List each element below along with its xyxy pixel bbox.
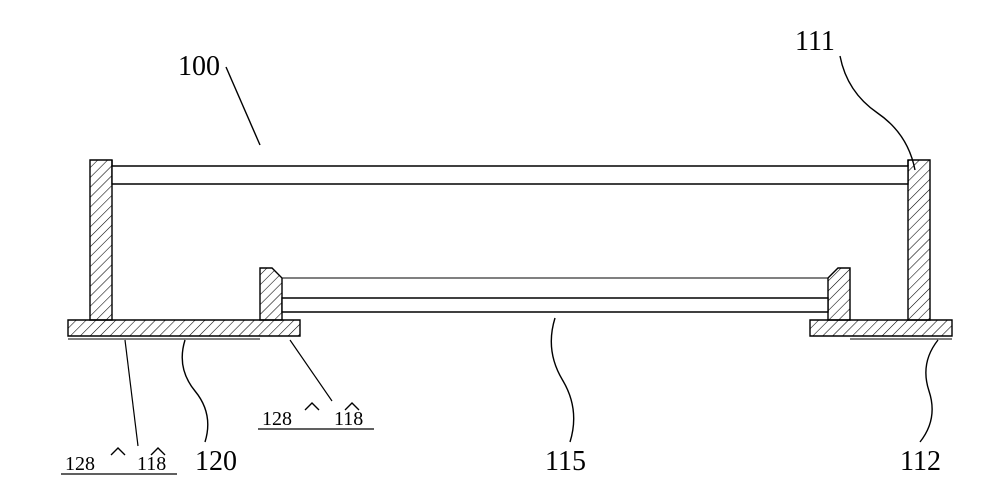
leader: [290, 340, 332, 401]
label-mid-128-118-118: 118: [334, 408, 363, 430]
label-mid-128-118-128: 128: [262, 408, 292, 430]
label-111: 111: [795, 26, 835, 57]
leader: [226, 67, 260, 145]
label-left-128-118-118: 118: [137, 453, 166, 475]
section-shapes: [68, 160, 952, 339]
leader-squiggle: [840, 56, 915, 170]
leader-lines: [61, 56, 938, 474]
cross-section-diagram: 100 111 112 115 120 128 118 128 118: [0, 0, 1000, 500]
inner-plate: [282, 298, 828, 312]
inner-right-wall: [828, 268, 850, 320]
label-120: 120: [195, 446, 237, 477]
caret-icon: [305, 403, 319, 410]
top-plate: [112, 166, 908, 184]
leader: [125, 340, 138, 446]
leader-squiggle: [920, 340, 938, 442]
outer-left-wall: [90, 160, 112, 320]
inner-left-wall: [260, 268, 282, 320]
label-115: 115: [545, 446, 586, 477]
label-112: 112: [900, 446, 941, 477]
label-100: 100: [178, 51, 220, 82]
leader-squiggle: [551, 318, 573, 442]
outer-right-wall: [908, 160, 930, 320]
bottom-flange-right: [810, 320, 952, 336]
label-left-128-118-128: 128: [65, 453, 95, 475]
leader-squiggle: [182, 340, 208, 442]
reference-labels: 100 111 112 115 120 128 118 128 118: [65, 26, 941, 477]
caret-icon: [111, 448, 125, 455]
bottom-flange-left: [68, 320, 300, 336]
